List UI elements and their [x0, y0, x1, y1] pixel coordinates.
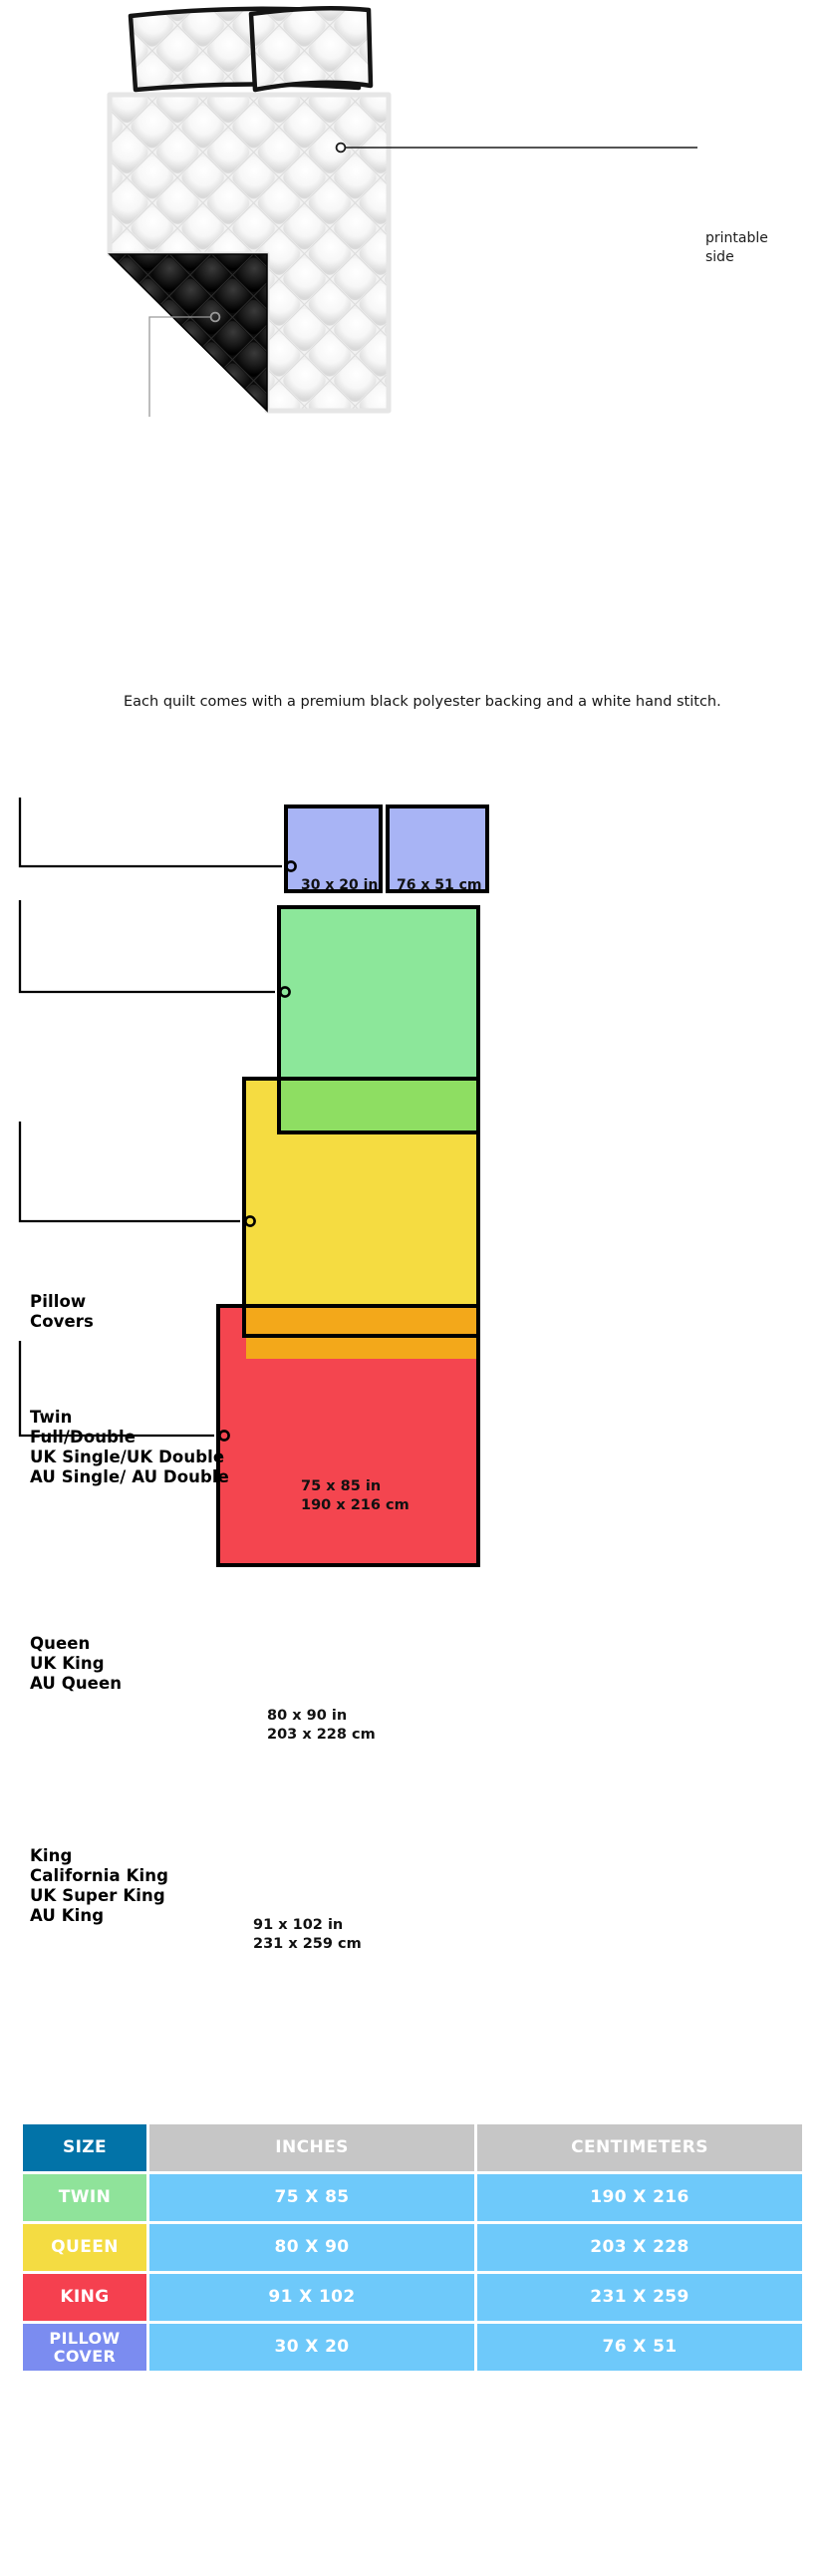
pillow-inches-caption: 30 x 20 in — [301, 877, 379, 893]
table-cell-centimeters-pillow-cover: 76 X 51 — [477, 2324, 802, 2371]
pillow-cover-line1: PILLOW — [49, 2328, 121, 2348]
size-comparison-diagram — [0, 798, 825, 2093]
pillow-right — [248, 5, 374, 93]
king-box — [216, 1077, 480, 1567]
queen-dimensions: 80 x 90 in 203 x 228 cm — [267, 1708, 376, 1743]
table-header-row: SIZE INCHES CENTIMETERS — [23, 2124, 802, 2171]
black-backing-caption: Each quilt comes with a premium black po… — [124, 694, 721, 710]
table-cell-centimeters-queen: 203 X 228 — [477, 2224, 802, 2271]
quilt-black-backing — [108, 253, 268, 413]
table-cell-size-queen: QUEEN — [23, 2224, 146, 2271]
group-label-king: King California King UK Super King AU Ki… — [30, 1846, 168, 1926]
table-header-size: SIZE — [23, 2124, 146, 2171]
printable-side-label: printable side — [705, 230, 768, 265]
twin-dimensions: 75 x 85 in 190 x 216 cm — [301, 1478, 410, 1513]
size-table: SIZE INCHES CENTIMETERS TWIN 75 X 85 190… — [20, 2121, 805, 2374]
table-cell-size-twin: TWIN — [23, 2174, 146, 2221]
group-label-queen: Queen UK King AU Queen — [30, 1634, 123, 1694]
table-row: TWIN 75 X 85 190 X 216 — [23, 2174, 802, 2221]
table-cell-inches-king: 91 X 102 — [149, 2274, 474, 2321]
table-cell-size-pillow-cover: PILLOW COVER — [23, 2324, 146, 2371]
table-cell-inches-twin: 75 X 85 — [149, 2174, 474, 2221]
table-cell-size-king: KING — [23, 2274, 146, 2321]
table-cell-centimeters-twin: 190 X 216 — [477, 2174, 802, 2221]
table-header-centimeters: CENTIMETERS — [477, 2124, 802, 2171]
twin-leader-line — [18, 900, 291, 998]
group-label-pillow: Pillow Covers — [30, 1292, 94, 1332]
table-cell-inches-queen: 80 X 90 — [149, 2224, 474, 2271]
pillow-leader-line — [18, 798, 297, 872]
queen-leader-line — [18, 1122, 256, 1227]
pillow-cover-boxes — [284, 805, 489, 893]
group-label-twin: Twin Full/Double UK Single/UK Double AU … — [30, 1408, 229, 1487]
callout-black-backing — [148, 311, 221, 417]
king-leader-line — [18, 1341, 230, 1442]
table-header-inches: INCHES — [149, 2124, 474, 2171]
table-row: PILLOW COVER 30 X 20 76 X 51 — [23, 2324, 802, 2371]
table-row: KING 91 X 102 231 X 259 — [23, 2274, 802, 2321]
king-dimensions: 91 x 102 in 231 x 259 cm — [253, 1917, 362, 1952]
table-cell-centimeters-king: 231 X 259 — [477, 2274, 802, 2321]
pillow-cm-caption: 76 x 51 cm — [397, 877, 482, 893]
quilt-illustration — [0, 0, 825, 698]
table-cell-inches-pillow-cover: 30 X 20 — [149, 2324, 474, 2371]
callout-printable-side — [335, 142, 697, 154]
pillow-cover-line2: COVER — [53, 2346, 117, 2366]
table-row: QUEEN 80 X 90 203 X 228 — [23, 2224, 802, 2271]
